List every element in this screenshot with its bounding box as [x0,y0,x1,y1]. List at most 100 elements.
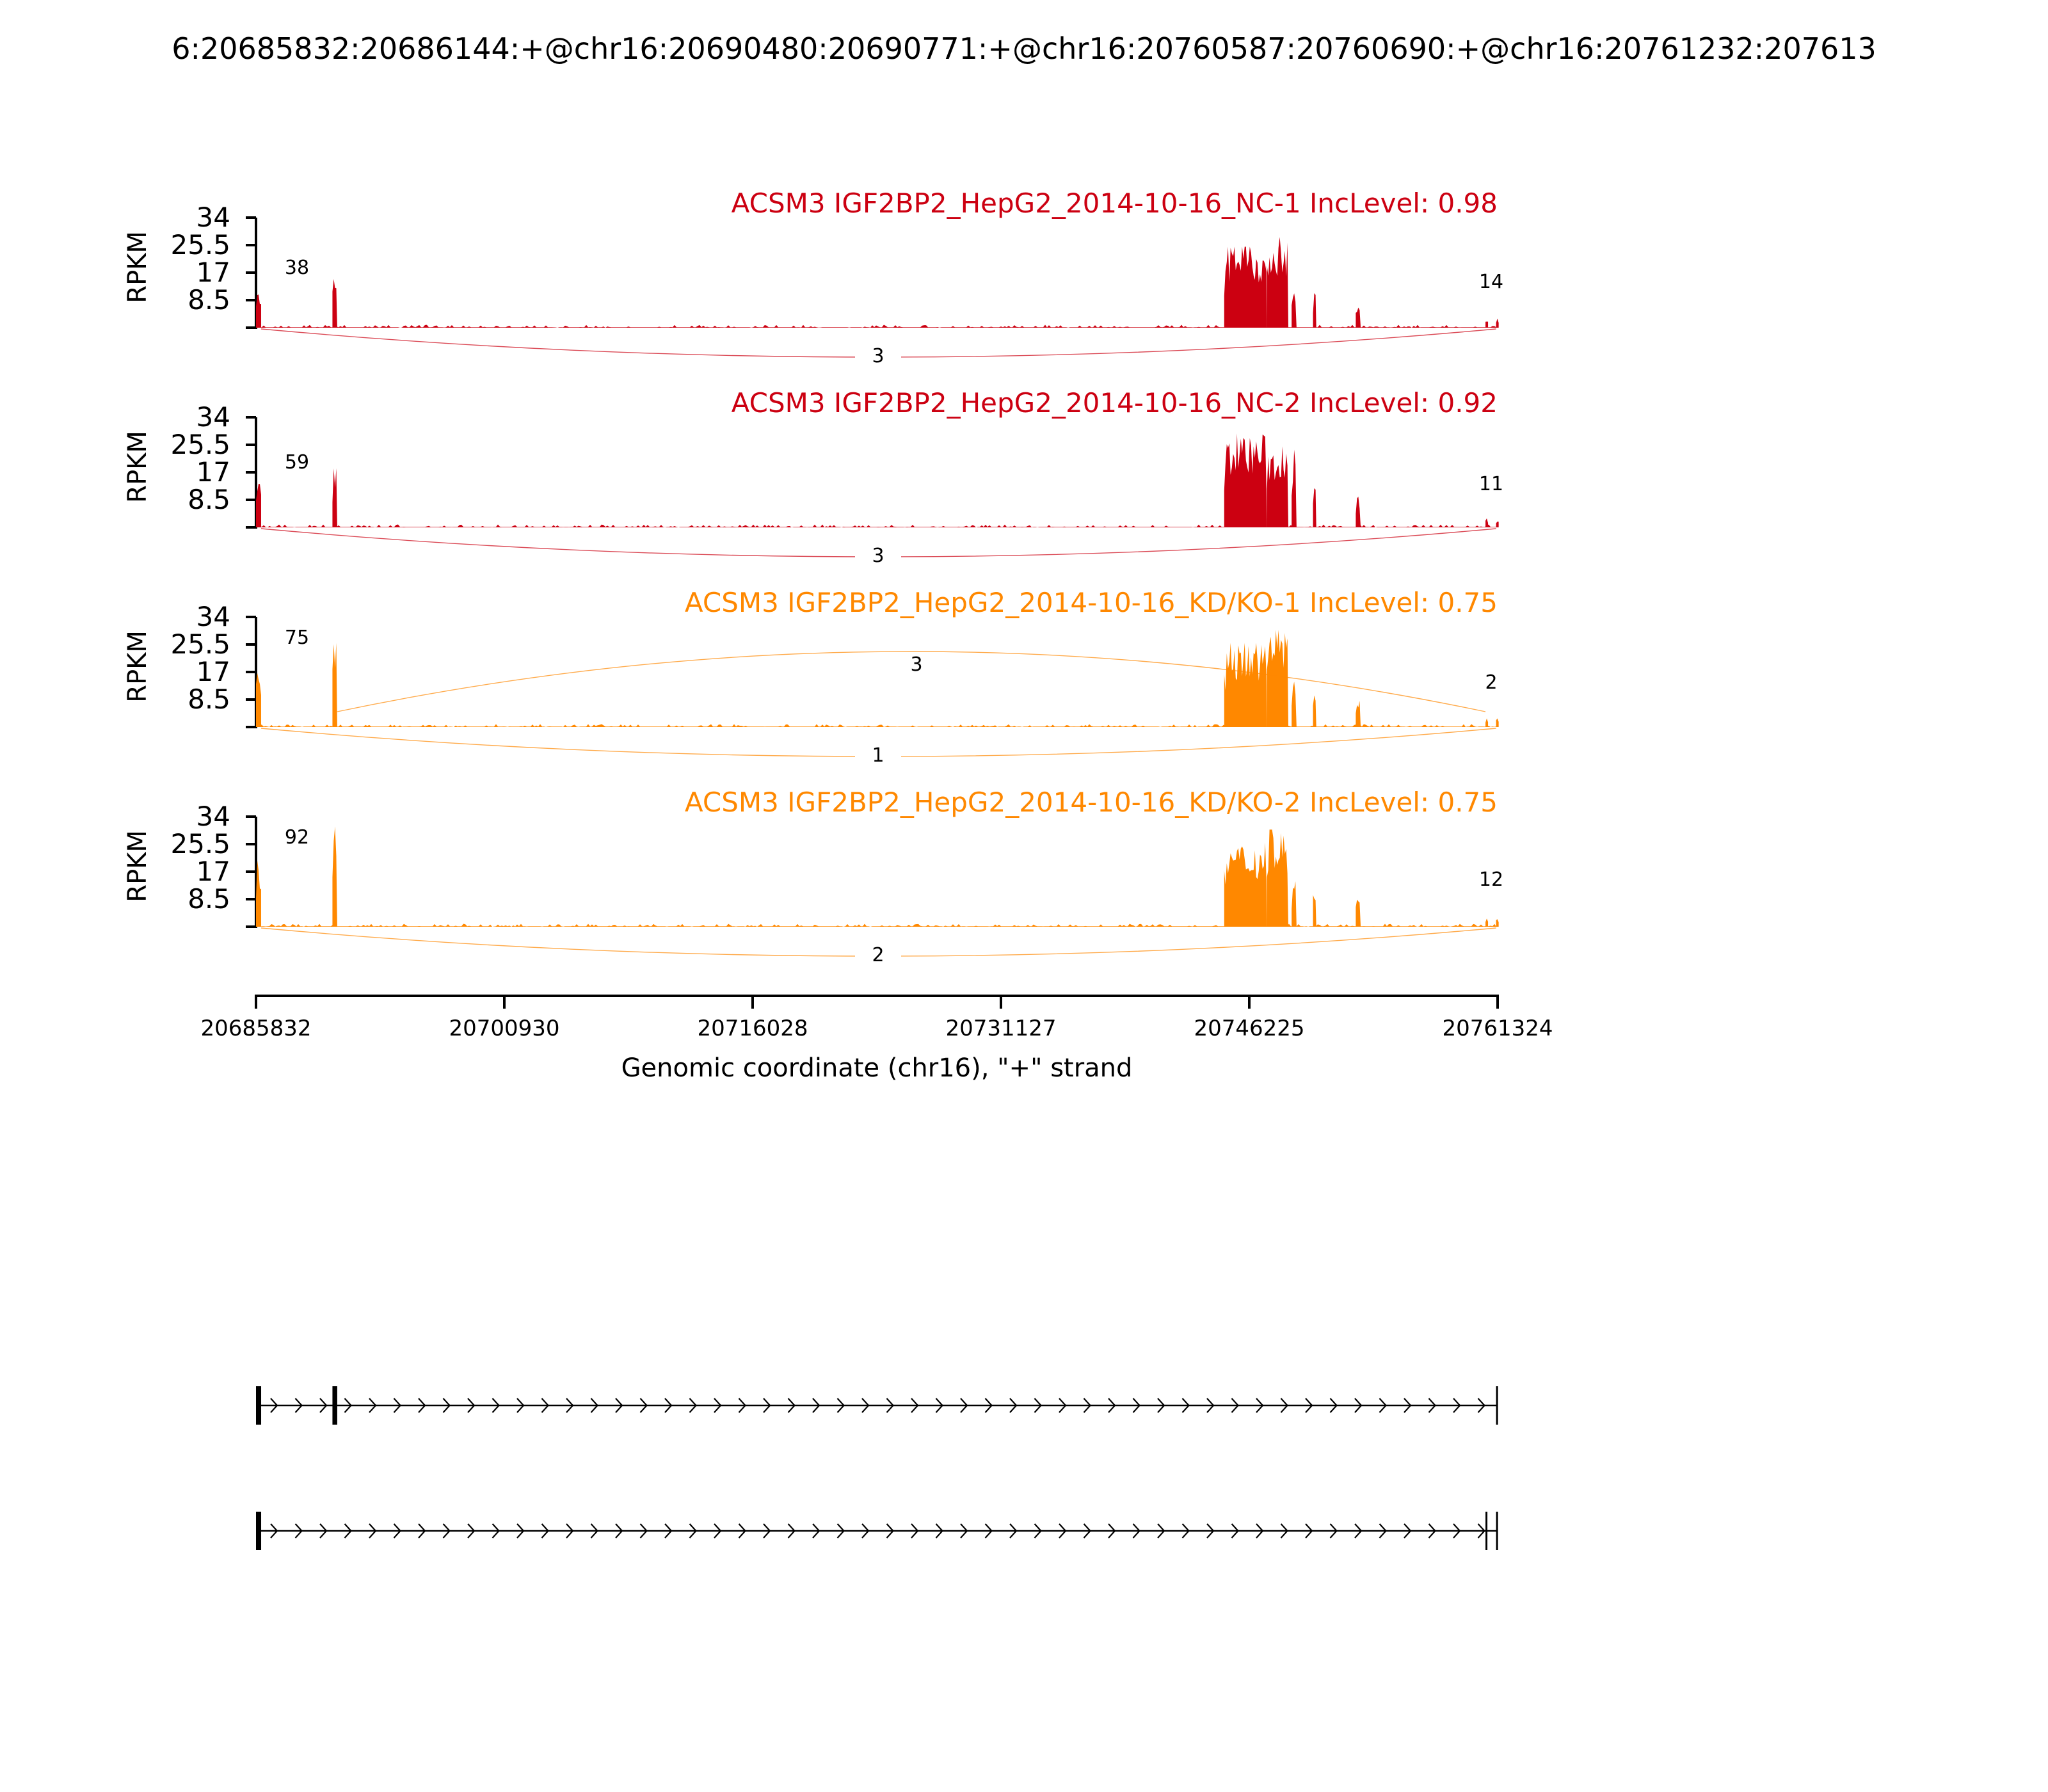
coverage-peak-8 [1485,718,1489,727]
strand-arrow-icon [516,1398,525,1413]
strand-arrow-icon [935,1398,943,1413]
strand-arrow-icon [467,1398,476,1413]
strand-arrow-icon [1280,1523,1288,1539]
strand-arrow-icon [1083,1398,1091,1413]
coverage-peak-9 [1496,318,1499,328]
coverage-peak-7 [1356,899,1361,927]
y-tick-label: 17 [196,656,230,687]
y-tick-label: 25.5 [170,628,230,660]
strand-arrow-icon [1354,1523,1363,1539]
coverage-peak-6 [1313,895,1316,927]
coverage-peak-7 [1356,307,1361,328]
track-label: ACSM3 IGF2BP2_HepG2_2014-10-16_NC-1 IncL… [732,188,1498,219]
background-coverage [256,524,1498,527]
strand-arrow-icon [911,1523,919,1539]
strand-arrow-icon [1231,1523,1239,1539]
exon-block [1485,1512,1488,1550]
strand-arrow-icon [960,1398,968,1413]
right-junction-count: 11 [1479,473,1503,495]
strand-arrow-icon [886,1523,894,1539]
coverage-peak-6 [1313,292,1316,328]
strand-arrow-icon [1404,1523,1412,1539]
isoform-1 [256,1386,1498,1425]
strand-arrow-icon [492,1523,500,1539]
exon-block [256,1512,262,1550]
strand-arrow-icon [615,1398,623,1413]
strand-arrow-icon [639,1523,648,1539]
y-tick-label: 34 [196,601,230,632]
right-junction-count: 14 [1479,271,1503,293]
strand-arrow-icon [1083,1523,1091,1539]
strand-arrow-icon [787,1398,796,1413]
strand-arrow-icon [1329,1523,1338,1539]
junction-label-bg [855,346,901,367]
coverage-peak-6 [1313,488,1316,527]
strand-arrow-icon [1059,1523,1067,1539]
track-label: ACSM3 IGF2BP2_HepG2_2014-10-16_KD/KO-1 I… [685,587,1498,618]
strand-arrow-icon [664,1523,673,1539]
strand-arrow-icon [1034,1523,1042,1539]
strand-arrow-icon [1329,1398,1338,1413]
junction-label-bg [855,545,901,567]
junction-count: 3 [872,345,884,367]
strand-arrow-icon [1034,1398,1042,1413]
y-tick-label: 34 [196,801,230,832]
coverage-peak-1 [256,484,262,527]
chart-title: 6:20685832:20686144:+@chr16:20690480:206… [172,31,1876,66]
strand-arrow-icon [1108,1398,1116,1413]
x-tick-label: 20685832 [200,1016,311,1041]
junction-label-bg [855,945,901,966]
strand-arrow-icon [344,1523,352,1539]
strand-arrow-icon [1305,1398,1313,1413]
strand-arrow-icon [1280,1398,1288,1413]
strand-arrow-icon [541,1523,549,1539]
strand-arrow-icon [1354,1398,1363,1413]
background-coverage [256,724,1498,727]
coverage-peak-7 [1356,701,1361,727]
coverage-peak-4 [1267,237,1289,328]
isoform-models [256,1386,1498,1550]
strand-arrow-icon [1428,1398,1436,1413]
strand-arrow-icon [418,1398,426,1413]
y-tick-label: 17 [196,257,230,288]
strand-arrow-icon [763,1523,771,1539]
y-tick-label: 34 [196,401,230,433]
strand-arrow-icon [1009,1398,1018,1413]
strand-arrow-icon [1181,1523,1190,1539]
coverage-peak-3 [1224,246,1267,328]
strand-arrow-icon [393,1398,401,1413]
y-tick-label: 8.5 [188,284,230,316]
strand-arrow-icon [590,1523,598,1539]
strand-arrow-icon [812,1523,820,1539]
coverage-peak-4 [1267,446,1289,527]
strand-arrow-icon [763,1398,771,1413]
y-tick-label: 8.5 [188,484,230,515]
coverage-peak-3 [1224,842,1267,927]
background-coverage [256,924,1498,927]
left-junction-count: 92 [285,826,309,849]
strand-arrow-icon [836,1398,845,1413]
junction-count: 3 [910,653,922,676]
coverage-peak-2 [332,278,337,328]
strand-arrow-icon [984,1523,993,1539]
coverage-peak-5 [1292,449,1297,527]
coverage-peak-9 [1496,718,1499,727]
strand-arrow-icon [664,1398,673,1413]
strand-arrow-icon [566,1398,574,1413]
x-axis-label: Genomic coordinate (chr16), "+" strand [621,1053,1133,1083]
background-coverage [256,324,1498,328]
strand-arrow-icon [270,1398,278,1413]
strand-arrow-icon [886,1398,894,1413]
y-axis-label: RPKM [123,830,152,902]
x-tick-label: 20731127 [945,1016,1056,1041]
strand-arrow-icon [442,1523,451,1539]
strand-arrow-icon [1157,1523,1165,1539]
strand-arrow-icon [1428,1523,1436,1539]
strand-arrow-icon [1132,1523,1140,1539]
left-junction-count: 75 [285,627,309,649]
strand-arrow-icon [344,1398,352,1413]
strand-arrow-icon [1231,1398,1239,1413]
